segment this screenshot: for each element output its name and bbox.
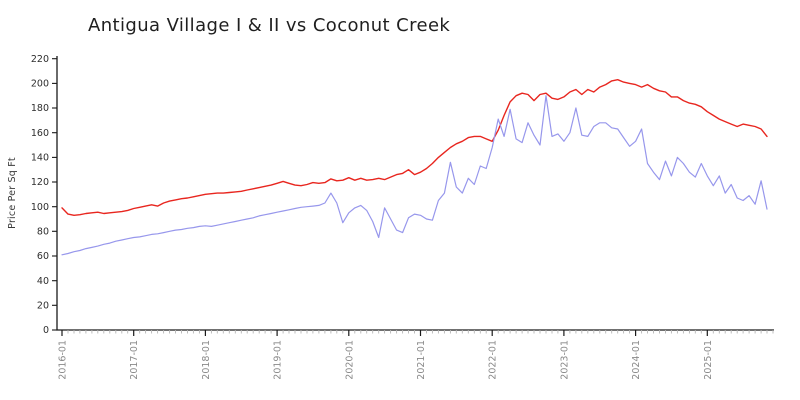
y-tick-label: 180 <box>31 103 49 114</box>
red-series-line <box>61 78 768 217</box>
chart-title: Antigua Village I & II vs Coconut Creek <box>88 15 450 36</box>
axes <box>56 56 774 331</box>
y-tick-label: 200 <box>31 79 49 90</box>
y-tick-label: 220 <box>31 54 49 65</box>
x-tick-label: 2016-01 <box>58 340 69 380</box>
y-tick-label: 100 <box>31 202 49 213</box>
x-tick-label: 2023-01 <box>559 340 570 380</box>
y-tick-label: 80 <box>37 227 49 238</box>
blue-series-line <box>61 95 768 256</box>
y-tick-label: 60 <box>37 251 49 262</box>
x-tick-label: 2024-01 <box>631 340 642 380</box>
x-tick-label: 2017-01 <box>129 340 140 380</box>
x-tick-label: 2018-01 <box>201 340 212 380</box>
y-tick-label: 40 <box>37 276 49 287</box>
y-axis-title: Price Per Sq Ft <box>7 157 18 229</box>
y-tick-label: 0 <box>43 325 49 336</box>
x-tick-label: 2022-01 <box>488 340 499 380</box>
y-tick-label: 120 <box>31 177 49 188</box>
y-tick-label: 20 <box>37 301 49 312</box>
x-tick-label: 2019-01 <box>273 340 284 380</box>
x-tick-label: 2021-01 <box>416 340 427 380</box>
y-tick-label: 160 <box>31 128 49 139</box>
x-tick-label: 2025-01 <box>703 340 714 380</box>
x-tick-label: 2020-01 <box>344 340 355 380</box>
y-tick-label: 140 <box>31 153 49 164</box>
